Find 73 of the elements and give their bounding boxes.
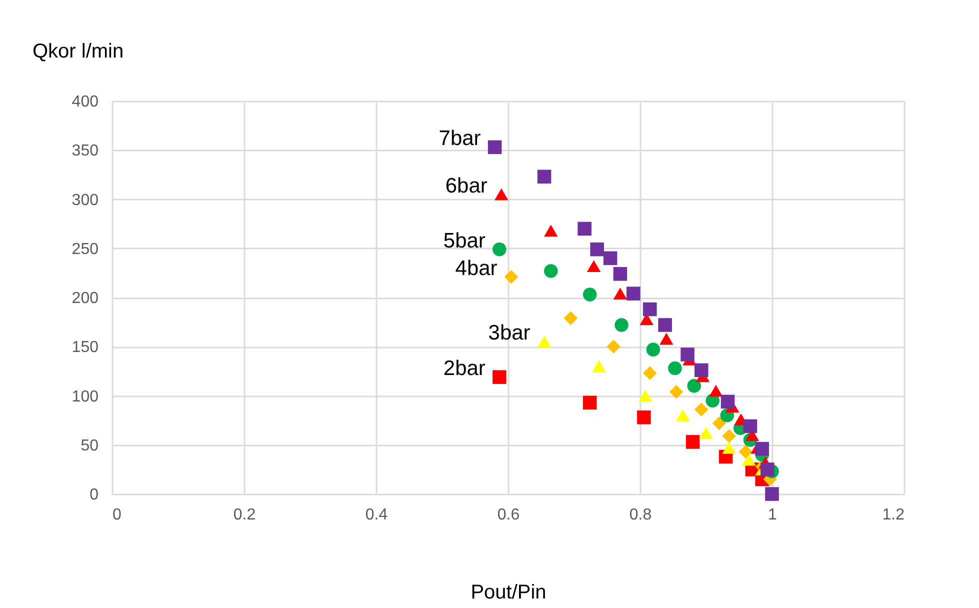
point [643,366,657,380]
point [492,242,506,256]
point [709,384,723,397]
point [722,429,736,443]
point [646,342,660,356]
point [614,318,628,332]
point [738,444,752,459]
y-tick-label: 150 [72,339,99,356]
point [743,419,758,434]
point [492,370,506,384]
point [537,336,552,348]
point [720,394,735,409]
annotation: 6bar [445,174,488,198]
x-axis-title: Pout/Pin [470,582,546,604]
point [494,188,508,200]
point [755,442,769,456]
point [638,390,652,402]
point [643,302,657,316]
point [626,286,640,300]
point [680,348,694,362]
y-tick-label: 0 [90,486,99,504]
point [590,242,604,256]
y-tick-label: 250 [72,240,99,258]
point [582,396,597,410]
x-tick-label: 0.8 [629,506,652,524]
y-tick-label: 400 [72,94,99,110]
x-tick-label: 0.6 [497,506,520,524]
point [668,361,682,376]
y-tick-label: 350 [72,142,99,160]
annotation: 5bar [443,229,486,252]
x-tick-label: 1.2 [882,506,905,524]
y-tick-label: 200 [72,290,99,307]
point [687,379,702,393]
point [544,224,558,237]
point [586,260,601,272]
point [606,340,620,354]
annotation: 7bar [438,127,481,150]
point [504,270,518,284]
point [660,332,674,345]
point [544,264,558,278]
x-tick-label: 0 [112,506,122,524]
y-tick-label: 100 [72,388,99,406]
annotation: 3bar [488,322,530,345]
point [722,442,736,454]
point [658,318,672,332]
point [694,363,708,378]
x-tick-label: 0.2 [233,506,256,524]
annotation: 2bar [443,357,486,380]
point [760,462,774,476]
point [637,410,651,424]
point [676,409,690,422]
point [613,288,628,300]
point [488,140,502,154]
x-tick-label: 1 [768,506,778,524]
point [537,170,552,184]
annotation: 4bar [455,256,498,280]
y-tick-label: 50 [80,437,99,454]
point [603,251,618,266]
point [613,267,628,281]
point [669,384,684,399]
point [592,360,606,372]
point [694,402,708,416]
y-tick-label: 300 [72,192,99,209]
point [564,311,578,326]
x-tick-label: 0.4 [365,506,388,524]
point [742,454,756,466]
y-axis-title: Qkor l/min [32,40,124,62]
point [699,427,713,440]
point [765,487,779,501]
point [712,416,726,430]
point [578,222,592,236]
point [686,435,700,449]
point [582,288,597,302]
